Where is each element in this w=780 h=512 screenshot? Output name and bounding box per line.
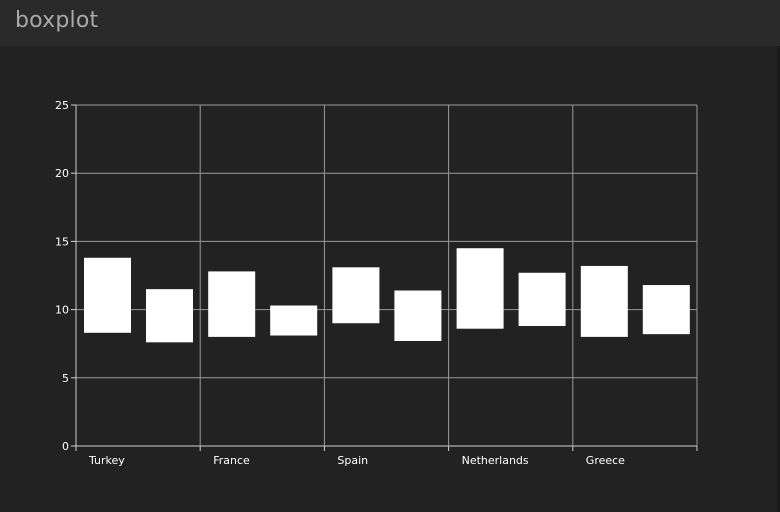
label-layer: 0 5 10 15 20 25 Turkey France Spain Netherlands Gr… — [55, 99, 625, 467]
box — [456, 248, 504, 329]
box — [270, 305, 318, 336]
box — [642, 285, 690, 335]
axis-layer — [71, 104, 698, 451]
x-tick-label: Spain — [337, 454, 368, 467]
y-tick-label: 10 — [55, 304, 69, 317]
x-tick-label: France — [213, 454, 250, 467]
box — [84, 257, 131, 333]
box — [332, 267, 380, 324]
y-tick-label: 20 — [55, 167, 69, 180]
box — [518, 272, 566, 326]
y-tick-label: 25 — [55, 99, 69, 112]
x-tick-label: Turkey — [88, 454, 125, 467]
grid-layer — [75, 104, 698, 447]
y-tick-label: 5 — [62, 372, 69, 385]
box — [580, 265, 628, 337]
window-edge — [777, 46, 780, 512]
x-tick-label: Netherlands — [462, 454, 529, 467]
header-bar: boxplot — [0, 0, 780, 46]
box-layer — [84, 248, 690, 343]
page-title: boxplot — [15, 8, 99, 33]
y-tick-label: 15 — [55, 235, 69, 248]
y-tick-label: 0 — [62, 440, 69, 453]
box — [146, 289, 193, 343]
box — [394, 290, 442, 341]
box — [208, 271, 256, 337]
x-tick-label: Greece — [586, 454, 625, 467]
